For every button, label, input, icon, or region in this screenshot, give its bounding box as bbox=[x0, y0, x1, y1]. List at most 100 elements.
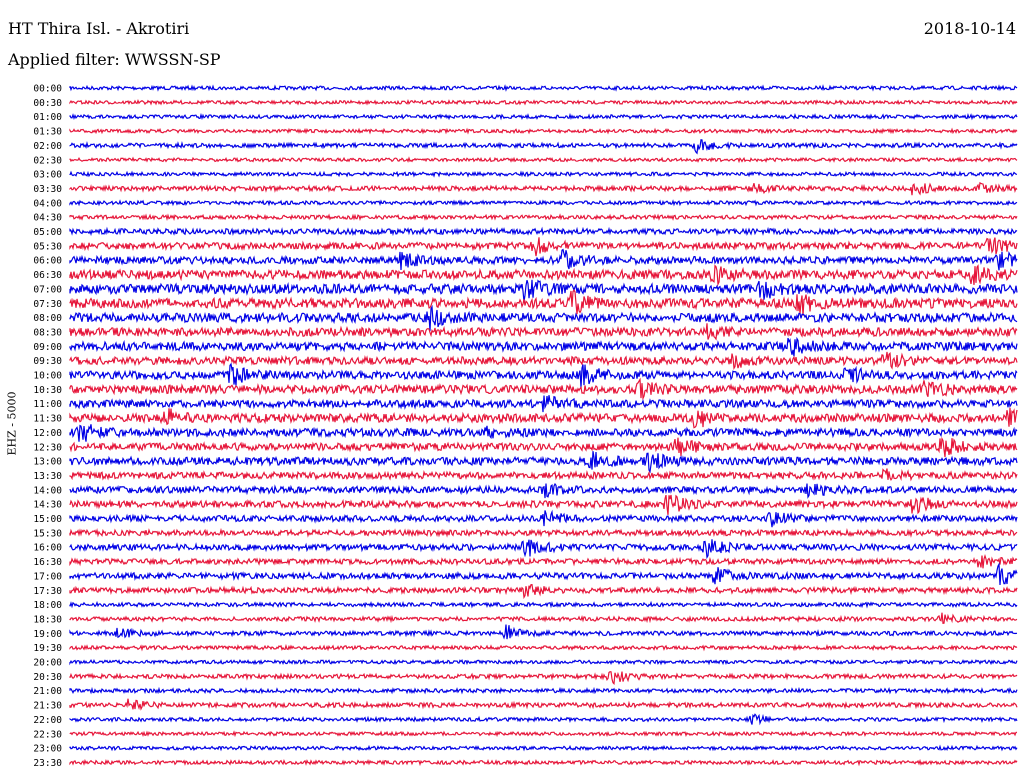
trace-row-1130 bbox=[69, 407, 1018, 429]
trace-row-2100 bbox=[69, 686, 1018, 695]
time-tick-label: 19:00 bbox=[33, 629, 62, 640]
trace-row-0800 bbox=[69, 304, 1018, 331]
trace-row-2230 bbox=[69, 730, 1018, 738]
time-tick-label: 06:00 bbox=[33, 256, 62, 267]
trace-row-0200 bbox=[69, 139, 1018, 155]
trace-row-1330 bbox=[69, 468, 1018, 482]
trace-row-0830 bbox=[69, 323, 1018, 341]
trace-row-2330 bbox=[69, 758, 1018, 767]
time-tick-label: 20:30 bbox=[33, 672, 62, 683]
time-tick-label: 19:30 bbox=[33, 643, 62, 654]
time-tick-label: 16:30 bbox=[33, 557, 62, 568]
time-tick-label: 09:00 bbox=[33, 342, 62, 353]
time-tick-label: 17:00 bbox=[33, 571, 62, 582]
trace-row-1830 bbox=[69, 612, 1018, 624]
time-tick-label: 05:00 bbox=[33, 227, 62, 238]
time-tick-label: 23:30 bbox=[33, 758, 62, 769]
trace-row-0630 bbox=[69, 264, 1018, 287]
filter-label: Applied filter: WWSSN-SP bbox=[8, 50, 221, 69]
time-tick-label: 03:00 bbox=[33, 170, 62, 181]
time-tick-label: 03:30 bbox=[33, 184, 62, 195]
station-title: HT Thira Isl. - Akrotiri bbox=[8, 19, 190, 38]
trace-row-1400 bbox=[69, 482, 1018, 499]
trace-row-0930 bbox=[69, 351, 1018, 371]
time-tick-label: 13:00 bbox=[33, 457, 62, 468]
time-tick-label: 04:00 bbox=[33, 198, 62, 209]
time-tick-label: 20:00 bbox=[33, 658, 62, 669]
time-tick-label: 17:30 bbox=[33, 586, 62, 597]
time-tick-label: 21:00 bbox=[33, 686, 62, 697]
trace-row-0730 bbox=[69, 289, 1018, 316]
trace-row-1300 bbox=[69, 451, 1018, 474]
trace-row-1700 bbox=[69, 562, 1018, 586]
trace-row-0700 bbox=[69, 279, 1018, 302]
trace-row-1630 bbox=[69, 553, 1018, 569]
trace-row-1530 bbox=[69, 527, 1018, 538]
time-tick-label: 18:00 bbox=[33, 600, 62, 611]
time-tick-label: 04:30 bbox=[33, 213, 62, 224]
trace-row-1600 bbox=[69, 539, 1018, 560]
trace-row-2030 bbox=[69, 671, 1018, 686]
time-tick-label: 22:30 bbox=[33, 729, 62, 740]
trace-row-1500 bbox=[69, 509, 1018, 528]
trace-row-0400 bbox=[69, 199, 1018, 207]
trace-row-1230 bbox=[69, 436, 1018, 458]
trace-row-1800 bbox=[69, 600, 1018, 609]
trace-row-2300 bbox=[69, 744, 1018, 752]
time-tick-label: 02:00 bbox=[33, 141, 62, 152]
trace-row-0500 bbox=[69, 226, 1018, 237]
time-tick-label: 01:30 bbox=[33, 127, 62, 138]
trace-row-1030 bbox=[69, 377, 1018, 401]
time-tick-label: 15:30 bbox=[33, 528, 62, 539]
trace-row-0030 bbox=[69, 98, 1018, 106]
trace-row-0130 bbox=[69, 127, 1018, 135]
time-tick-label: 16:00 bbox=[33, 543, 62, 554]
time-tick-label: 09:30 bbox=[33, 356, 62, 367]
trace-row-1430 bbox=[69, 494, 1018, 515]
trace-row-0000 bbox=[69, 84, 1018, 92]
trace-row-0530 bbox=[69, 237, 1018, 257]
trace-row-1200 bbox=[69, 424, 1018, 442]
trace-row-0600 bbox=[69, 248, 1018, 271]
time-tick-label: 23:00 bbox=[33, 744, 62, 755]
time-tick-label: 12:00 bbox=[33, 428, 62, 439]
time-tick-label: 01:00 bbox=[33, 112, 62, 123]
trace-row-1930 bbox=[69, 643, 1018, 652]
trace-row-1100 bbox=[69, 395, 1018, 413]
trace-row-2200 bbox=[69, 713, 1018, 726]
time-tick-label: 22:00 bbox=[33, 715, 62, 726]
time-tick-label: 06:30 bbox=[33, 270, 62, 281]
time-tick-label: 12:30 bbox=[33, 442, 62, 453]
record-date: 2018-10-14 bbox=[923, 19, 1016, 38]
time-tick-label: 05:30 bbox=[33, 241, 62, 252]
trace-row-1000 bbox=[69, 362, 1018, 388]
time-tick-label: 18:30 bbox=[33, 614, 62, 625]
time-tick-label: 08:30 bbox=[33, 327, 62, 338]
time-tick-label: 02:30 bbox=[33, 155, 62, 166]
time-tick-label: 21:30 bbox=[33, 701, 62, 712]
trace-row-1730 bbox=[69, 583, 1018, 600]
time-tick-label: 15:00 bbox=[33, 514, 62, 525]
time-tick-label: 10:00 bbox=[33, 371, 62, 382]
time-tick-label: 08:00 bbox=[33, 313, 62, 324]
trace-row-1900 bbox=[69, 624, 1018, 640]
time-tick-label: 07:00 bbox=[33, 284, 62, 295]
time-tick-label: 13:30 bbox=[33, 471, 62, 482]
time-tick-label: 14:00 bbox=[33, 485, 62, 496]
time-tick-label: 00:00 bbox=[33, 84, 62, 95]
time-tick-label: 07:30 bbox=[33, 299, 62, 310]
time-tick-label: 10:30 bbox=[33, 385, 62, 396]
trace-row-2130 bbox=[69, 698, 1018, 711]
trace-row-0430 bbox=[69, 213, 1018, 222]
trace-row-0300 bbox=[69, 170, 1018, 178]
time-tick-label: 11:30 bbox=[33, 414, 62, 425]
trace-row-0330 bbox=[69, 181, 1018, 196]
trace-row-2000 bbox=[69, 658, 1018, 666]
trace-row-0230 bbox=[69, 156, 1018, 164]
time-tick-label: 00:30 bbox=[33, 98, 62, 109]
trace-row-0900 bbox=[69, 336, 1018, 357]
trace-row-0100 bbox=[69, 112, 1018, 121]
time-tick-label: 14:30 bbox=[33, 500, 62, 511]
time-tick-label: 11:00 bbox=[33, 399, 62, 410]
